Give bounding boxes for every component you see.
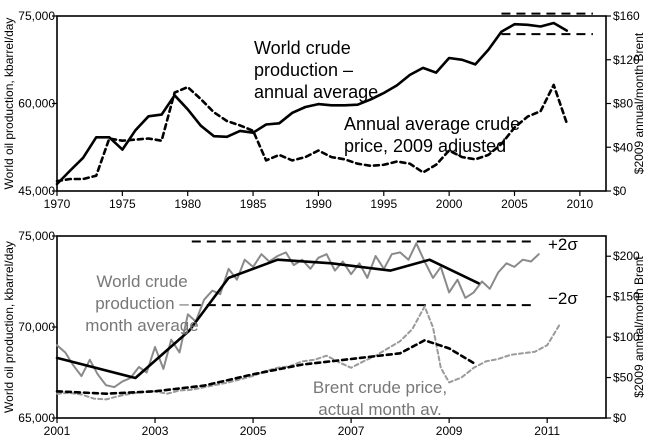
top-x-tick-label: 2010 [567, 197, 594, 211]
top-y-right-tick-label: $80 [613, 97, 633, 111]
top-x-tick-label: 1995 [370, 197, 397, 211]
top-x-tick-label: 1970 [44, 197, 71, 211]
bottom-y-right-tick-label: $100 [613, 330, 640, 344]
bottom-y-right-tick-label: $50 [613, 371, 633, 385]
bottom-panel: 2001 2003 2005 2007 2009 2011 65,000 70,000 75,0… [2, 229, 646, 438]
top-y-tick-label: 60,000 [18, 97, 55, 111]
bottom-y-right-axis-title: $2009 annual/month Brent [632, 256, 646, 398]
brent-trend-line [55, 338, 476, 396]
top-y-right-tick-label: $160 [613, 9, 640, 23]
top-y-axis-title: World oil production, kbarrel/day [2, 18, 16, 190]
bottom-x-tick-label: 2003 [142, 424, 169, 438]
bottom-annotation-7: −2σ [548, 289, 578, 308]
top-y-tick-label: 45,000 [18, 184, 55, 198]
top-y-right-tick-label: $120 [613, 53, 640, 67]
bottom-x-tick-label: 2005 [240, 424, 267, 438]
bottom-y-right-tick-label: $200 [613, 249, 640, 263]
top-x-tick-label: 2005 [501, 197, 528, 211]
top-x-tick-label: 1990 [305, 197, 332, 211]
bottom-x-tick-label: 2009 [436, 424, 463, 438]
top-y-right-tick-label: $0 [613, 184, 627, 198]
bottom-y-tick-label: 70,000 [18, 320, 55, 334]
production-annual-line [55, 21, 569, 186]
top-annotation-4: Annual average crude [344, 114, 520, 134]
top-annotation-3: annual average [254, 82, 378, 102]
bottom-annotation-3: month average [85, 316, 198, 335]
bottom-x-tick-label: 2001 [44, 424, 71, 438]
price-annual-line [55, 83, 569, 183]
bottom-y-right-tick-label: $150 [613, 290, 640, 304]
top-y-right-axis-title: $2009 annual/month Brent [632, 32, 646, 174]
bottom-annotation-5: actual month av. [318, 400, 441, 419]
production-trend-line [55, 258, 480, 380]
bottom-x-tick-label: 2007 [338, 424, 365, 438]
bottom-y-right-tick-label: $0 [613, 411, 627, 425]
top-x-tick-label: 1980 [174, 197, 201, 211]
bottom-annotation-6: +2σ [548, 235, 578, 254]
bottom-y-tick-label: 75,000 [18, 229, 55, 243]
bottom-y-axis-title: World oil production, kbarrel/day [2, 241, 16, 413]
production-monthly-line [56, 242, 540, 389]
bottom-annotation-2: production – [95, 294, 189, 313]
top-annotation-2: production – [254, 60, 353, 80]
bottom-annotation-4: Brent crude price, [313, 378, 447, 397]
top-x-tick-label: 1985 [240, 197, 267, 211]
top-panel: 1970 1975 1980 1985 1990 1995 2000 2005 2010 45,0… [2, 9, 646, 211]
top-annotation-5: price, 2009 adjusted [344, 136, 506, 156]
top-x-tick-label: 2000 [436, 197, 463, 211]
top-y-right-tick-label: $40 [613, 140, 633, 154]
top-y-tick-label: 75,000 [18, 9, 55, 23]
top-x-tick-label: 1975 [109, 197, 136, 211]
top-annotation-1: World crude [254, 38, 351, 58]
bottom-annotation-1: World crude [96, 272, 187, 291]
bottom-x-tick-label: 2011 [534, 424, 560, 438]
bottom-y-tick-label: 65,000 [18, 411, 55, 425]
